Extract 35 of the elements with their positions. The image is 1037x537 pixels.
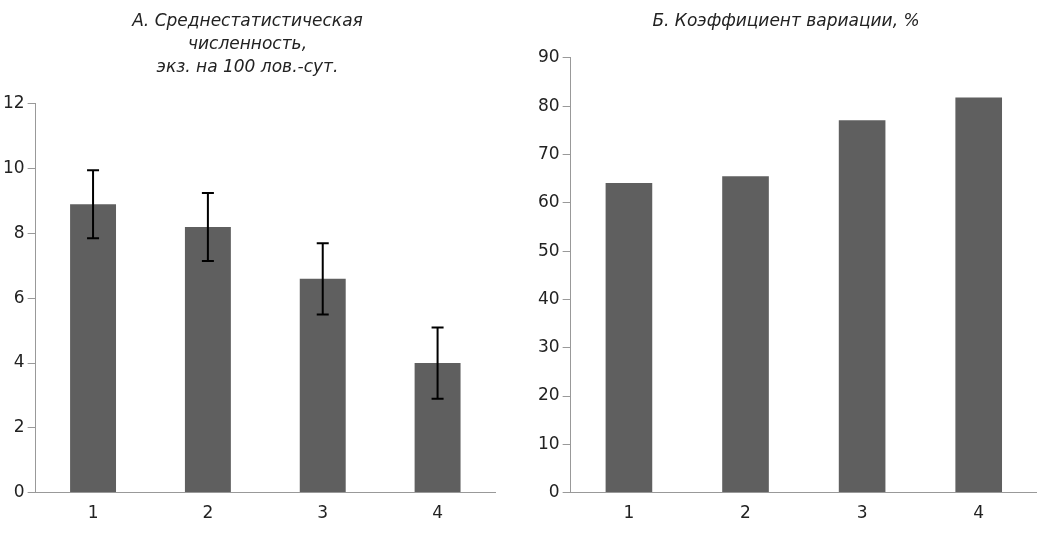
y-tick-label: 10 <box>2 157 25 178</box>
y-tick-label: 0 <box>548 481 560 502</box>
y-tick-label: 6 <box>13 286 25 307</box>
bar <box>299 278 346 493</box>
y-tick-label: 2 <box>13 416 25 437</box>
y-tick-label: 90 <box>537 46 560 67</box>
x-tick-label: 4 <box>432 502 443 523</box>
y-tick-label: 20 <box>537 384 560 405</box>
y-tick-label: 10 <box>537 432 560 453</box>
bar <box>184 226 231 493</box>
bar <box>414 363 461 493</box>
bar <box>955 97 1003 493</box>
x-tick-label: 2 <box>740 502 751 523</box>
x-tick-label: 3 <box>856 502 868 523</box>
y-tick-label: 50 <box>537 239 560 260</box>
x-tick-label: 2 <box>202 502 214 523</box>
y-tick-label: 40 <box>537 287 560 308</box>
bar <box>605 183 653 493</box>
y-tick-label: 12 <box>2 92 25 113</box>
y-tick-label: 8 <box>13 221 25 242</box>
bar <box>722 176 769 493</box>
y-tick-label: 0 <box>13 481 25 502</box>
bar <box>70 204 117 493</box>
x-tick-label: 1 <box>87 502 99 523</box>
chart-title: А. Среднестатистическая численность, экз. на 100 лов.-сут. <box>131 9 363 76</box>
y-tick-label: 80 <box>537 94 560 115</box>
y-tick-label: 60 <box>537 191 560 212</box>
x-tick-label: 1 <box>623 502 635 523</box>
chart-title: Б. Коэффициент вариации, % <box>652 9 920 30</box>
y-tick-label: 70 <box>537 142 560 163</box>
x-tick-label: 3 <box>317 502 329 523</box>
x-tick-label: 4 <box>973 502 985 523</box>
y-tick-label: 30 <box>537 336 560 357</box>
y-tick-label: 4 <box>13 351 25 372</box>
bar <box>838 120 886 493</box>
